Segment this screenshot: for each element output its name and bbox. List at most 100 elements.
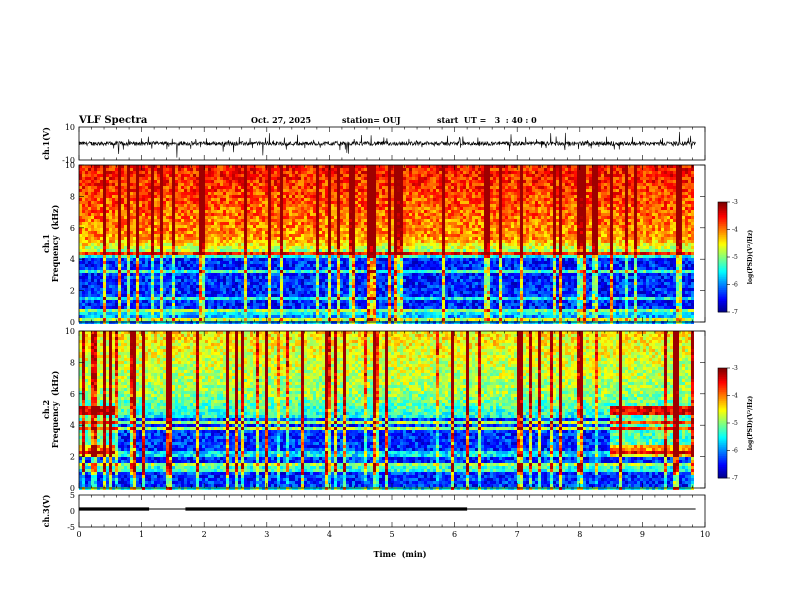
colorbar-cell bbox=[718, 384, 727, 387]
colorbar-cell bbox=[718, 249, 727, 252]
colorbar-cell bbox=[718, 255, 727, 258]
spectro-ylabel-ch: ch.2 bbox=[41, 400, 51, 419]
x-tick-label: 6 bbox=[452, 530, 457, 539]
colorbar-cell bbox=[718, 308, 727, 311]
colorbar-cell bbox=[718, 280, 727, 284]
x-tick-label: 5 bbox=[389, 530, 394, 539]
colorbar-cell bbox=[718, 216, 727, 219]
colorbar-cell bbox=[718, 402, 727, 406]
colorbar-cell bbox=[718, 412, 727, 415]
colorbar-cell bbox=[718, 417, 727, 420]
colorbar-cell bbox=[718, 395, 727, 398]
ytick-label: 6 bbox=[70, 224, 75, 233]
colorbar-cell bbox=[718, 452, 727, 455]
colorbar-cell bbox=[718, 399, 727, 402]
x-tick-label: 10 bbox=[700, 530, 710, 539]
spectro-ylabel-ch: ch.1 bbox=[41, 234, 51, 253]
colorbar-cell bbox=[718, 371, 727, 374]
ch3-ytick-top: 5 bbox=[70, 491, 75, 500]
colorbar-cell bbox=[718, 279, 727, 282]
colorbar-tick-label: -5 bbox=[732, 254, 738, 261]
colorbar-tick-label: -4 bbox=[732, 393, 738, 400]
colorbar-cell bbox=[718, 406, 727, 409]
colorbar-cell bbox=[718, 432, 727, 435]
colorbar-cell bbox=[718, 244, 727, 247]
colorbar-cell bbox=[718, 434, 727, 437]
colorbar-cell bbox=[718, 302, 727, 306]
colorbar-cell bbox=[718, 424, 727, 428]
station-label: station= OUJ bbox=[342, 115, 401, 125]
x-tick-label: 8 bbox=[577, 530, 582, 539]
colorbar-cell bbox=[718, 207, 727, 210]
ch2-spectrogram bbox=[79, 331, 694, 490]
colorbar-cell bbox=[718, 377, 727, 380]
colorbar-cell bbox=[718, 288, 727, 291]
colorbar-cell bbox=[718, 375, 727, 378]
colorbar-label: log(PSD)(V²/Hz) bbox=[747, 396, 754, 451]
ch1-spectrogram bbox=[79, 165, 694, 324]
colorbar-cell bbox=[718, 421, 727, 424]
x-tick-label: 2 bbox=[202, 530, 207, 539]
colorbar-cell bbox=[718, 251, 727, 254]
colorbar-cell bbox=[718, 266, 727, 269]
x-tick-label: 4 bbox=[327, 530, 332, 539]
colorbar-cell bbox=[718, 213, 727, 216]
ch3-ytick-bottom: -5 bbox=[67, 523, 75, 532]
colorbar-cell bbox=[718, 291, 727, 295]
colorbar-cell bbox=[718, 301, 727, 304]
spectro-ylabel-freq: Frequency (kHz) bbox=[50, 371, 60, 449]
colorbar-cell bbox=[718, 450, 727, 453]
colorbar-cell bbox=[718, 229, 727, 232]
ytick-label: 2 bbox=[70, 287, 75, 296]
colorbar-cell bbox=[718, 304, 727, 307]
ch1-ylabel: ch.1(V) bbox=[41, 127, 51, 160]
colorbar-cell bbox=[718, 423, 727, 426]
x-tick-label: 3 bbox=[264, 530, 269, 539]
colorbar-label: log(PSD)(V²/Hz) bbox=[747, 230, 754, 285]
colorbar-cell bbox=[718, 401, 727, 404]
colorbar-cell bbox=[718, 297, 727, 300]
ytick-label: 0 bbox=[70, 484, 75, 493]
x-tick-label: 0 bbox=[76, 530, 81, 539]
colorbar-cell bbox=[718, 368, 727, 371]
colorbar: -3 -4 -5 -6 -7 log(PSD)(V²/Hz) bbox=[717, 199, 754, 316]
x-tick-label: 7 bbox=[515, 530, 520, 539]
ytick-label: 0 bbox=[70, 318, 75, 327]
colorbar-cell bbox=[718, 468, 727, 472]
colorbar-cell bbox=[718, 286, 727, 289]
ytick-label: 10 bbox=[65, 327, 75, 336]
colorbar-tick-label: -6 bbox=[732, 282, 738, 289]
figure-title: VLF Spectra bbox=[78, 115, 148, 126]
colorbar-cell bbox=[718, 203, 727, 207]
colorbar-cell bbox=[718, 236, 727, 240]
colorbar-cell bbox=[718, 260, 727, 263]
colorbar-cell bbox=[718, 275, 727, 278]
colorbar-cell bbox=[718, 459, 727, 462]
colorbar-cell bbox=[718, 397, 727, 400]
colorbar-cell bbox=[718, 205, 727, 208]
ch3-ytick-mid: 0 bbox=[70, 507, 75, 516]
colorbar-cell bbox=[718, 470, 727, 473]
colorbar-cell bbox=[718, 476, 727, 479]
colorbar-cell bbox=[718, 225, 727, 229]
colorbar-cell bbox=[718, 214, 727, 218]
colorbar-cell bbox=[718, 284, 727, 287]
ytick-label: 4 bbox=[70, 421, 75, 430]
colorbar-cell bbox=[718, 224, 727, 227]
ch3-ylabel: ch.3(V) bbox=[41, 494, 51, 527]
no-data-area bbox=[695, 165, 705, 322]
colorbar-cell bbox=[718, 290, 727, 293]
colorbar-cell bbox=[718, 463, 727, 466]
colorbar-cell bbox=[718, 439, 727, 442]
colorbar-cell bbox=[718, 271, 727, 274]
colorbar-cell bbox=[718, 242, 727, 245]
colorbar-cell bbox=[718, 247, 727, 251]
colorbar-cell bbox=[718, 388, 727, 391]
colorbar-cell bbox=[718, 282, 727, 285]
colorbar-cell bbox=[718, 408, 727, 411]
colorbar-cell bbox=[718, 238, 727, 241]
colorbar-cell bbox=[718, 369, 727, 373]
colorbar-cell bbox=[718, 222, 727, 225]
colorbar-cell bbox=[718, 264, 727, 267]
colorbar-cell bbox=[718, 379, 727, 382]
